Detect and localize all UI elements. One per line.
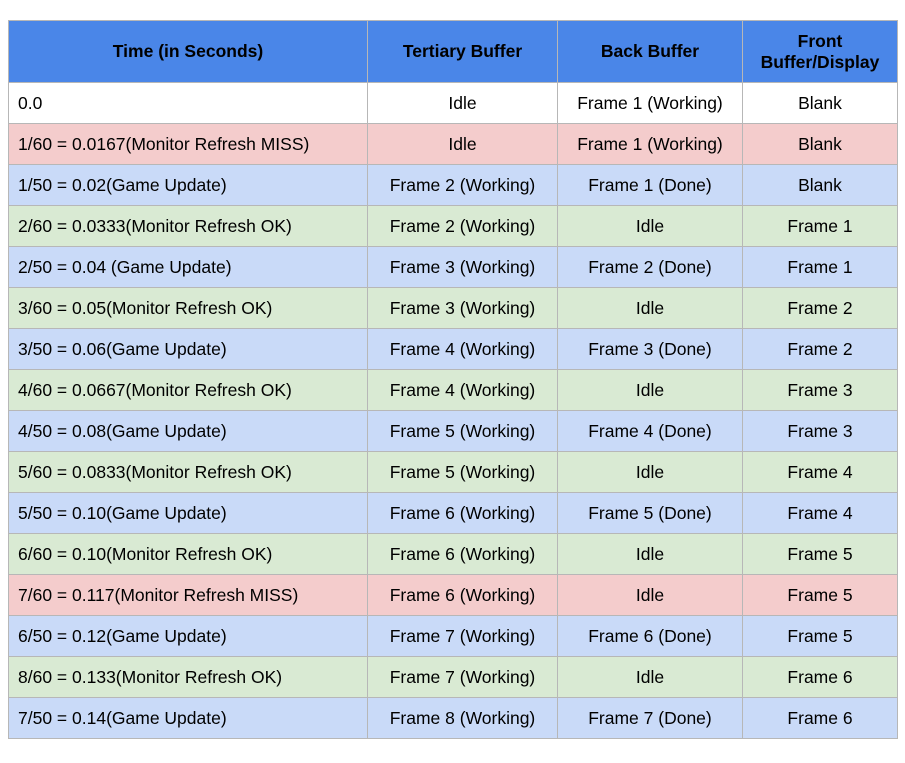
- front-buffer-cell: Frame 6: [742, 656, 898, 698]
- tertiary-buffer-cell: Frame 7 (Working): [367, 656, 558, 698]
- header-tertiary-buffer: Tertiary Buffer: [367, 20, 558, 83]
- back-buffer-cell: Frame 1 (Working): [557, 123, 743, 165]
- tertiary-buffer-cell: Idle: [367, 123, 558, 165]
- table-row: 6/50 = 0.12(Game Update) Frame 7 (Working…: [8, 615, 898, 657]
- buffer-timeline-table: Time (in Seconds) Tertiary Buffer Back B…: [8, 20, 898, 739]
- table-row: 7/50 = 0.14(Game Update) Frame 8 (Working…: [8, 697, 898, 739]
- time-cell: 6/60 = 0.10(Monitor Refresh OK): [8, 533, 368, 575]
- back-buffer-cell: Frame 1 (Done): [557, 164, 743, 206]
- table-row: 2/50 = 0.04 (Game Update) Frame 3 (Workin…: [8, 246, 898, 288]
- time-cell: 4/60 = 0.0667(Monitor Refresh OK): [8, 369, 368, 411]
- tertiary-buffer-cell: Frame 5 (Working): [367, 451, 558, 493]
- front-buffer-cell: Frame 2: [742, 287, 898, 329]
- table-row: 1/50 = 0.02(Game Update) Frame 2 (Working…: [8, 164, 898, 206]
- front-buffer-cell: Frame 6: [742, 697, 898, 739]
- table-row: 0.0 Idle Frame 1 (Working) Blank: [8, 82, 898, 124]
- time-cell: 5/60 = 0.0833(Monitor Refresh OK): [8, 451, 368, 493]
- table-row: 2/60 = 0.0333(Monitor Refresh OK) Frame 2…: [8, 205, 898, 247]
- tertiary-buffer-cell: Idle: [367, 82, 558, 124]
- table-row: 3/60 = 0.05(Monitor Refresh OK) Frame 3 (…: [8, 287, 898, 329]
- back-buffer-cell: Idle: [557, 451, 743, 493]
- front-buffer-cell: Frame 3: [742, 410, 898, 452]
- tertiary-buffer-cell: Frame 6 (Working): [367, 533, 558, 575]
- time-cell: 3/60 = 0.05(Monitor Refresh OK): [8, 287, 368, 329]
- front-buffer-cell: Frame 4: [742, 492, 898, 534]
- front-buffer-cell: Frame 1: [742, 246, 898, 288]
- back-buffer-cell: Idle: [557, 369, 743, 411]
- time-cell: 0.0: [8, 82, 368, 124]
- time-cell: 1/50 = 0.02(Game Update): [8, 164, 368, 206]
- back-buffer-cell: Idle: [557, 574, 743, 616]
- table-row: 5/50 = 0.10(Game Update) Frame 6 (Working…: [8, 492, 898, 534]
- table-row: 6/60 = 0.10(Monitor Refresh OK) Frame 6 (…: [8, 533, 898, 575]
- front-buffer-cell: Frame 5: [742, 533, 898, 575]
- header-front-buffer-display: Front Buffer/Display: [742, 20, 898, 83]
- table-row: 3/50 = 0.06(Game Update) Frame 4 (Working…: [8, 328, 898, 370]
- back-buffer-cell: Frame 6 (Done): [557, 615, 743, 657]
- front-buffer-cell: Frame 3: [742, 369, 898, 411]
- tertiary-buffer-cell: Frame 8 (Working): [367, 697, 558, 739]
- time-cell: 1/60 = 0.0167(Monitor Refresh MISS): [8, 123, 368, 165]
- tertiary-buffer-cell: Frame 7 (Working): [367, 615, 558, 657]
- time-cell: 8/60 = 0.133(Monitor Refresh OK): [8, 656, 368, 698]
- back-buffer-cell: Idle: [557, 205, 743, 247]
- back-buffer-cell: Frame 7 (Done): [557, 697, 743, 739]
- buffer-table-container: Time (in Seconds) Tertiary Buffer Back B…: [8, 20, 898, 739]
- tertiary-buffer-cell: Frame 6 (Working): [367, 574, 558, 616]
- tertiary-buffer-cell: Frame 3 (Working): [367, 287, 558, 329]
- time-cell: 5/50 = 0.10(Game Update): [8, 492, 368, 534]
- table-row: 4/60 = 0.0667(Monitor Refresh OK) Frame 4…: [8, 369, 898, 411]
- back-buffer-cell: Idle: [557, 656, 743, 698]
- tertiary-buffer-cell: Frame 5 (Working): [367, 410, 558, 452]
- table-row: 5/60 = 0.0833(Monitor Refresh OK) Frame 5…: [8, 451, 898, 493]
- time-cell: 7/50 = 0.14(Game Update): [8, 697, 368, 739]
- time-cell: 2/60 = 0.0333(Monitor Refresh OK): [8, 205, 368, 247]
- table-header-row: Time (in Seconds) Tertiary Buffer Back B…: [8, 20, 898, 83]
- tertiary-buffer-cell: Frame 4 (Working): [367, 369, 558, 411]
- time-cell: 7/60 = 0.117(Monitor Refresh MISS): [8, 574, 368, 616]
- back-buffer-cell: Frame 3 (Done): [557, 328, 743, 370]
- tertiary-buffer-cell: Frame 6 (Working): [367, 492, 558, 534]
- back-buffer-cell: Idle: [557, 533, 743, 575]
- front-buffer-cell: Frame 4: [742, 451, 898, 493]
- table-row: 7/60 = 0.117(Monitor Refresh MISS) Frame …: [8, 574, 898, 616]
- front-buffer-cell: Frame 5: [742, 615, 898, 657]
- front-buffer-cell: Frame 1: [742, 205, 898, 247]
- table-row: 1/60 = 0.0167(Monitor Refresh MISS) Idle F…: [8, 123, 898, 165]
- time-cell: 4/50 = 0.08(Game Update): [8, 410, 368, 452]
- table-body: 0.0 Idle Frame 1 (Working) Blank 1/60 = 0.01…: [8, 82, 898, 739]
- front-buffer-cell: Frame 2: [742, 328, 898, 370]
- tertiary-buffer-cell: Frame 2 (Working): [367, 205, 558, 247]
- back-buffer-cell: Frame 4 (Done): [557, 410, 743, 452]
- tertiary-buffer-cell: Frame 4 (Working): [367, 328, 558, 370]
- front-buffer-cell: Blank: [742, 82, 898, 124]
- back-buffer-cell: Frame 1 (Working): [557, 82, 743, 124]
- header-back-buffer: Back Buffer: [557, 20, 743, 83]
- front-buffer-cell: Frame 5: [742, 574, 898, 616]
- time-cell: 6/50 = 0.12(Game Update): [8, 615, 368, 657]
- front-buffer-cell: Blank: [742, 123, 898, 165]
- back-buffer-cell: Idle: [557, 287, 743, 329]
- back-buffer-cell: Frame 2 (Done): [557, 246, 743, 288]
- tertiary-buffer-cell: Frame 2 (Working): [367, 164, 558, 206]
- table-row: 8/60 = 0.133(Monitor Refresh OK) Frame 7 …: [8, 656, 898, 698]
- back-buffer-cell: Frame 5 (Done): [557, 492, 743, 534]
- table-row: 4/50 = 0.08(Game Update) Frame 5 (Working…: [8, 410, 898, 452]
- time-cell: 2/50 = 0.04 (Game Update): [8, 246, 368, 288]
- tertiary-buffer-cell: Frame 3 (Working): [367, 246, 558, 288]
- front-buffer-cell: Blank: [742, 164, 898, 206]
- header-time: Time (in Seconds): [8, 20, 368, 83]
- time-cell: 3/50 = 0.06(Game Update): [8, 328, 368, 370]
